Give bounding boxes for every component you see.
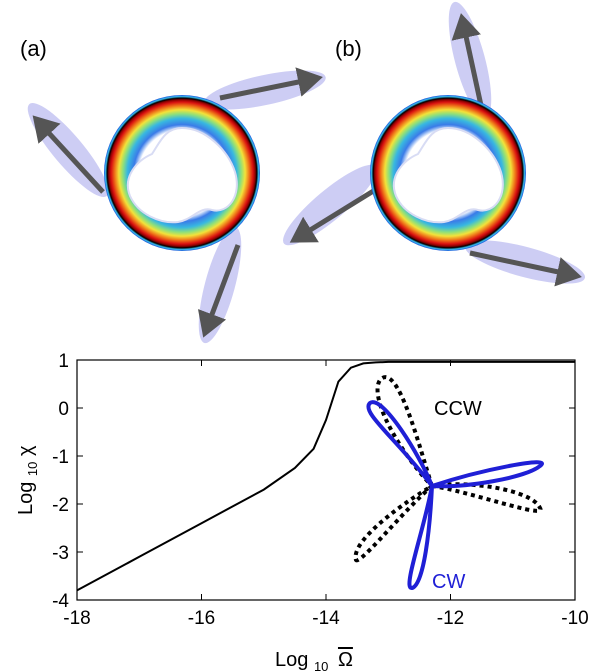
y-tick-label: 0 bbox=[58, 399, 69, 420]
y-tick-label: 1 bbox=[58, 351, 69, 372]
series-curve bbox=[76, 360, 575, 592]
x-axis-label-base: Log bbox=[275, 649, 308, 671]
panel-label-a: (a) bbox=[20, 36, 47, 61]
y-tick-label: -4 bbox=[52, 591, 69, 612]
x-axis-label: Log 10 Ω bbox=[275, 649, 353, 671]
x-ticks: -18 -16 -14 -12 -10 bbox=[63, 360, 589, 629]
arrow-b1 bbox=[451, 13, 485, 111]
x-tick-label: -10 bbox=[561, 608, 588, 629]
annotation-cw: CW bbox=[432, 571, 465, 593]
panel-a-graphic bbox=[27, 67, 326, 344]
cw-lobe-3 bbox=[407, 485, 434, 590]
panel-label-b: (b) bbox=[335, 36, 362, 61]
y-axis-label-base: Log bbox=[15, 482, 37, 515]
x-axis-label-symbol: Ω bbox=[338, 649, 353, 671]
y-ticks: -4 -3 -2 -1 0 1 bbox=[52, 351, 575, 612]
x-tick-label: -18 bbox=[63, 608, 90, 629]
y-axis-label-symbol: χ bbox=[15, 445, 37, 456]
y-tick-label: -3 bbox=[52, 543, 69, 564]
ccw-lobe-2 bbox=[431, 482, 543, 513]
y-axis-label: Log 10 χ bbox=[15, 445, 42, 515]
x-tick-label: -12 bbox=[437, 608, 464, 629]
x-tick-label: -14 bbox=[312, 608, 340, 629]
arrow-a2 bbox=[32, 115, 105, 194]
x-tick-label: -16 bbox=[188, 608, 215, 629]
chart: -18 -16 -14 -12 -10 -4-3-2-101 CCW CW Log 10… bbox=[15, 351, 589, 671]
cw-lobe-2 bbox=[431, 460, 544, 489]
cw-lobe-1 bbox=[366, 400, 434, 488]
arrow-a1 bbox=[219, 67, 323, 101]
cw-trefoil bbox=[366, 400, 544, 590]
y-tick-label: -2 bbox=[52, 495, 69, 516]
arrow-b2 bbox=[289, 187, 377, 243]
x-axis-label-sub: 10 bbox=[314, 659, 328, 671]
arrow-a3 bbox=[197, 244, 241, 338]
panel-b-graphic bbox=[283, 1, 586, 287]
arrow-b3 bbox=[469, 250, 582, 287]
y-tick-label: -1 bbox=[52, 447, 69, 468]
annotation-ccw: CCW bbox=[434, 398, 482, 420]
trefoil-a bbox=[127, 126, 238, 224]
halo-b2 bbox=[283, 164, 377, 246]
ccw-lobe-1 bbox=[375, 375, 434, 488]
y-axis-label-sub: 10 bbox=[25, 462, 40, 476]
trefoil-b bbox=[393, 126, 504, 224]
ccw-lobe-3 bbox=[353, 484, 434, 563]
